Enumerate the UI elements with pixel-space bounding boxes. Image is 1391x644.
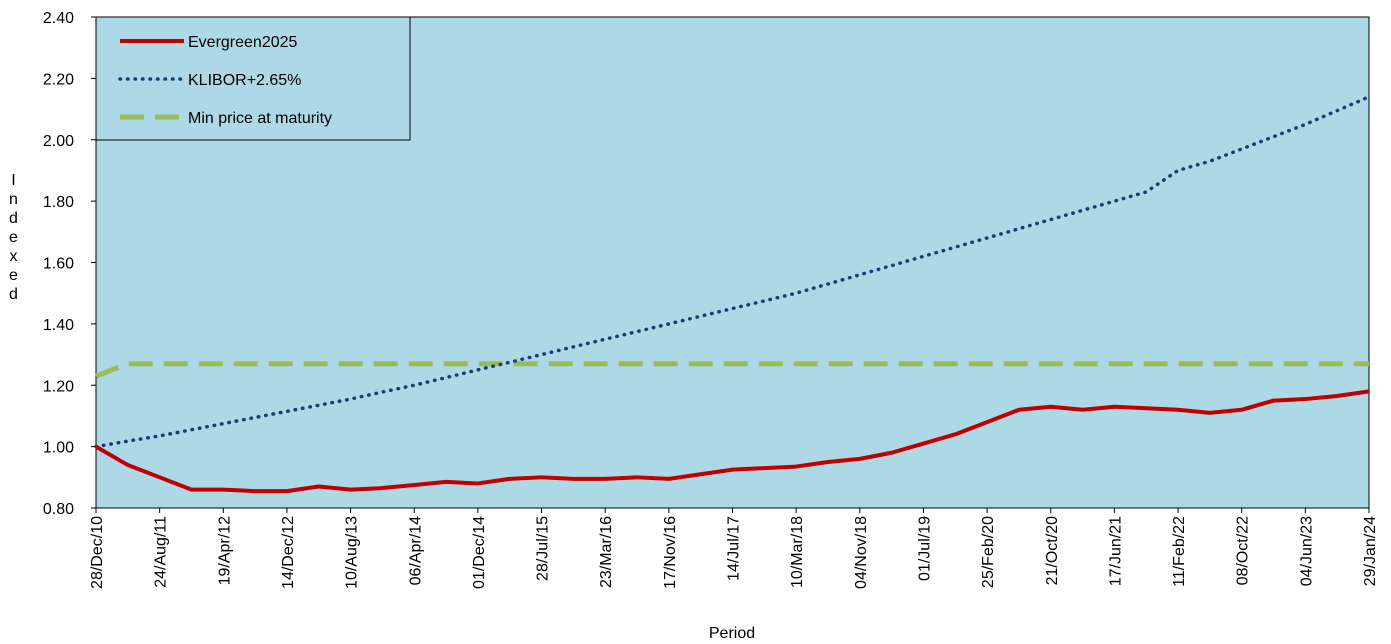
legend-label: Evergreen2025 — [188, 34, 298, 51]
y-tick-label: 2.00 — [43, 133, 74, 150]
x-tick-label: 01/Dec/14 — [471, 516, 488, 589]
y-tick-label: 0.80 — [43, 501, 74, 518]
x-tick-label: 29/Jan/24 — [1362, 516, 1379, 586]
y-tick-label: 1.00 — [43, 440, 74, 457]
series-line — [94, 95, 1371, 449]
x-axis-label: Period — [709, 625, 755, 642]
x-tick-label: 10/Mar/18 — [789, 516, 806, 588]
x-tick-label: 04/Jun/23 — [1298, 516, 1315, 586]
x-tick-label: 14/Jul/17 — [726, 516, 743, 581]
y-tick-label: 1.80 — [43, 194, 74, 211]
x-tick-label: 01/Jul/19 — [916, 516, 933, 581]
x-tick-label: 17/Jun/21 — [1107, 516, 1124, 586]
x-tick-label: 19/Apr/12 — [216, 516, 233, 585]
series-line — [95, 361, 1369, 379]
series-line — [94, 389, 1370, 494]
y-tick-label: 2.40 — [43, 10, 74, 27]
x-tick-label: 21/Oct/20 — [1044, 516, 1061, 585]
x-tick-label: 06/Apr/14 — [407, 516, 424, 585]
legend-label: Min price at maturity — [188, 110, 332, 127]
x-tick-label: 28/Jul/15 — [535, 516, 552, 581]
y-tick-label: 2.20 — [43, 71, 74, 88]
y-tick-label: 1.20 — [43, 378, 74, 395]
x-tick-label: 28/Dec/10 — [89, 516, 106, 589]
y-tick-label: 1.60 — [43, 256, 74, 273]
x-tick-label: 04/Nov/18 — [853, 516, 870, 589]
x-tick-label: 23/Mar/16 — [598, 516, 615, 588]
x-tick-label: 24/Aug/11 — [153, 516, 170, 588]
x-tick-label: 08/Oct/22 — [1235, 516, 1252, 585]
x-tick-label: 14/Dec/12 — [280, 516, 297, 589]
y-axis-label: Indexed — [5, 172, 22, 305]
y-tick-label: 1.40 — [43, 317, 74, 334]
x-tick-label: 17/Nov/16 — [662, 516, 679, 589]
x-tick-label: 10/Aug/13 — [344, 516, 361, 589]
x-tick-label: 11/Feb/22 — [1171, 516, 1188, 587]
x-tick-label: 25/Feb/20 — [980, 516, 997, 588]
legend-label: KLIBOR+2.65% — [188, 72, 301, 89]
